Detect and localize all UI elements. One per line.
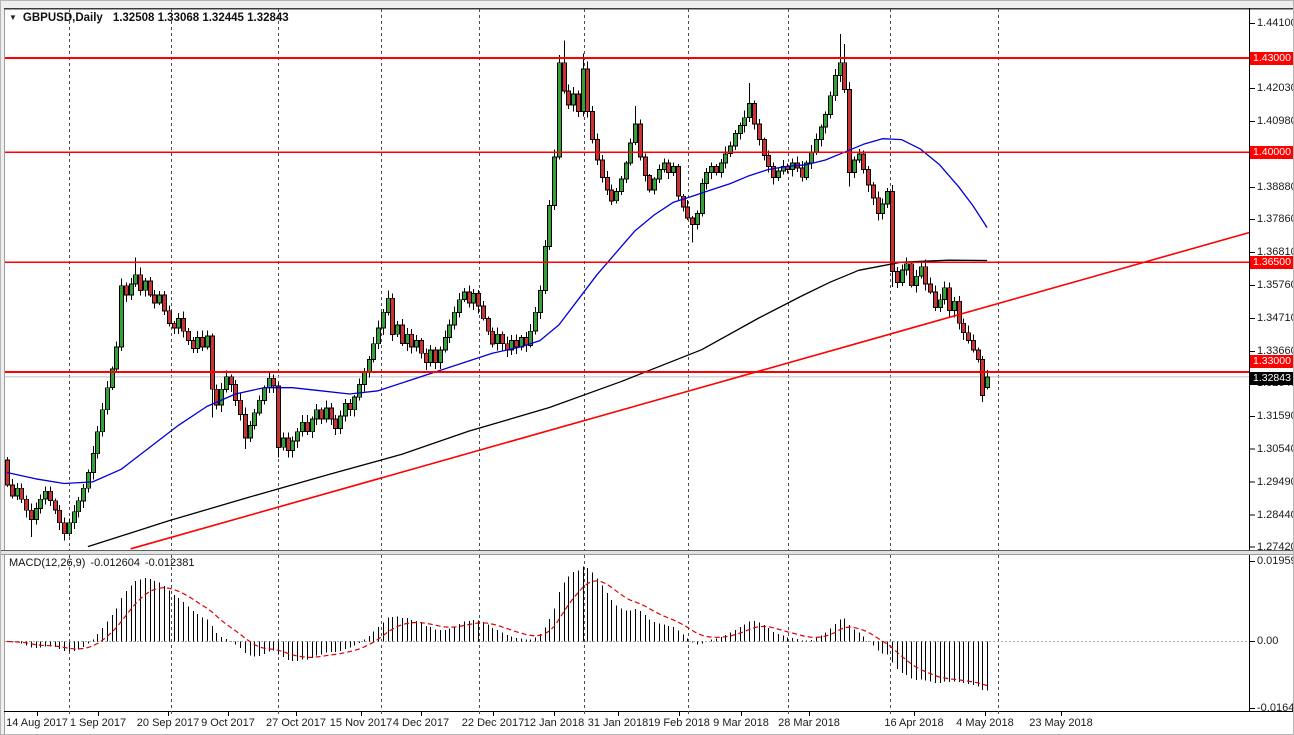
ma-fast-line [6,138,988,485]
left-margin [1,8,4,734]
symbol-timeframe: GBPUSD,Daily [22,12,103,24]
ohlc-values: 1.32508 1.33068 1.32445 1.32843 [112,12,289,24]
macd-name: MACD(12,26,9) [9,557,86,569]
macd-signal-value: -0.012381 [144,557,195,569]
macd-signal-line [6,580,988,687]
price-axis[interactable] [1249,8,1293,711]
macd-main-value: -0.012604 [90,557,140,569]
chart-title: ▼ GBPUSD,Daily 1.32508 1.33068 1.32445 1.3… [9,12,289,24]
candlestick-series [5,34,990,541]
pane-splitter[interactable] [1,550,1293,555]
axis-ticks [37,23,1255,716]
top-margin [1,1,1293,8]
macd-indicator-label: MACD(12,26,9) -0.012604 -0.012381 [9,557,200,569]
time-grid [69,9,999,715]
time-axis[interactable] [1,712,1293,734]
horizontal-levels[interactable] [5,57,1249,373]
macd-histogram [12,566,988,691]
ma-slow-line [87,259,988,548]
chevron-down-icon[interactable]: ▼ [9,13,17,22]
trendline[interactable] [130,231,1250,550]
